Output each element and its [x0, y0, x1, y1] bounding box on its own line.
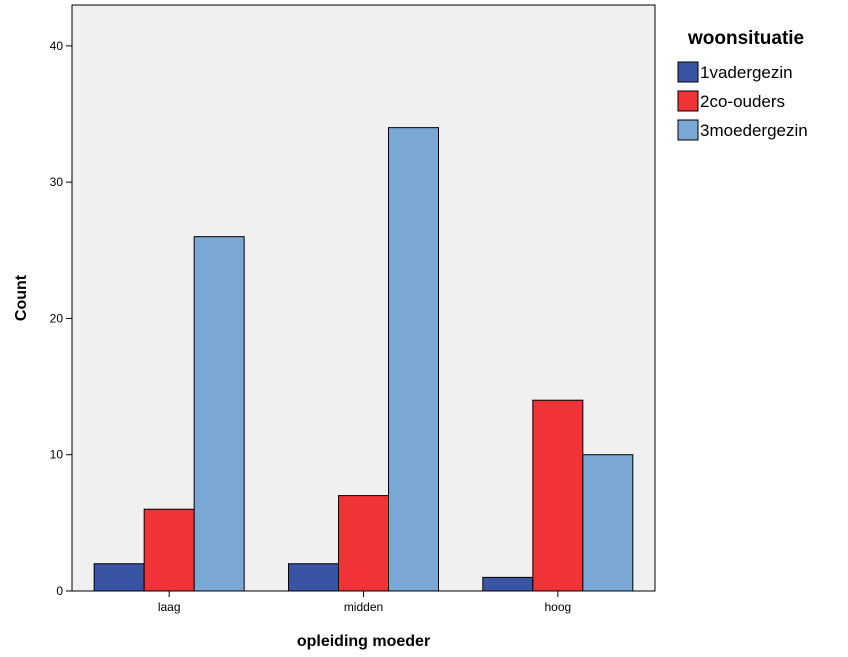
legend-label-2co-ouders: 2co-ouders	[700, 92, 785, 111]
y-tick-label: 20	[50, 311, 64, 325]
x-axis: laag midden hoog	[158, 591, 571, 614]
legend-swatch-2co-ouders	[677, 90, 699, 112]
x-tick-label: midden	[344, 600, 383, 614]
y-tick-label: 10	[50, 448, 64, 462]
x-tick-label: hoog	[544, 600, 571, 614]
legend-label-1vadergezin: 1vadergezin	[700, 63, 793, 82]
bar-midden-3moedergezin	[388, 127, 439, 592]
bar-laag-3moedergezin	[193, 236, 245, 592]
legend-label-3moedergezin: 3moedergezin	[700, 121, 808, 140]
bar-hoog-3moedergezin	[582, 454, 634, 592]
bar-laag-1vadergezin	[93, 563, 145, 592]
legend-swatch-1vadergezin	[677, 61, 699, 83]
x-tick-label: laag	[158, 600, 181, 614]
y-axis-title: Count	[13, 274, 30, 321]
legend-swatch-3moedergezin	[677, 119, 699, 141]
y-axis: 0 10 20 30 40	[50, 39, 72, 598]
y-tick-label: 0	[56, 584, 63, 598]
bars-group	[93, 127, 634, 592]
y-tick-label: 30	[50, 175, 64, 189]
legend-title: woonsituatie	[687, 28, 804, 49]
y-tick-label: 40	[50, 39, 64, 53]
bar-hoog-2co-ouders	[532, 399, 584, 592]
x-axis-title: opleiding moeder	[297, 633, 430, 650]
bar-laag-2co-ouders	[143, 508, 195, 592]
legend: 1vadergezin 2co-ouders 3moedergezin	[677, 61, 808, 141]
bar-midden-2co-ouders	[338, 495, 389, 592]
bar-hoog-1vadergezin	[482, 576, 534, 592]
bar-midden-1vadergezin	[288, 563, 339, 592]
